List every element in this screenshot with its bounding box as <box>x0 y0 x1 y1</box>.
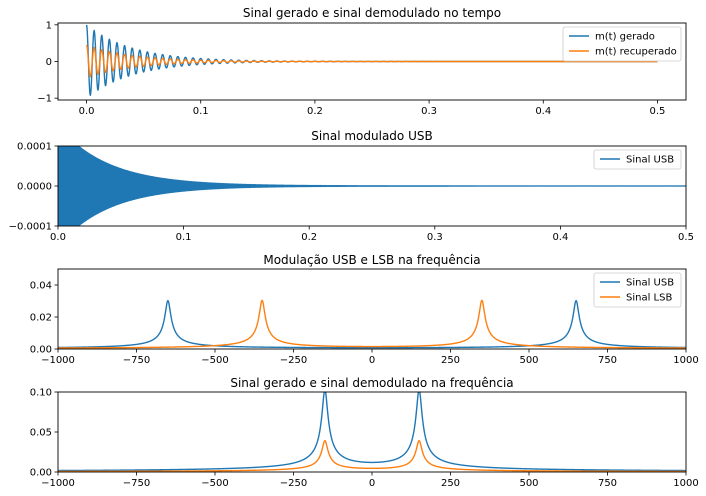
x-tick-label: 0.4 <box>535 106 551 117</box>
panel-demodulated-frequency: Sinal gerado e sinal demodulado na frequ… <box>30 376 699 489</box>
y-tick-label: 0.0000 <box>17 182 52 193</box>
x-tick-label: −750 <box>123 355 150 366</box>
panel-usb-lsb-frequency: Modulação USB e LSB na frequência −1000 −… <box>30 253 699 366</box>
legend-label: m(t) recuperado <box>595 47 677 58</box>
legend-box <box>562 26 682 62</box>
series-line <box>58 146 686 226</box>
x-tick-label: 750 <box>598 478 617 489</box>
y-tick-label: 0 <box>46 57 52 68</box>
chart-title: Sinal gerado e sinal demodulado no tempo <box>243 6 501 20</box>
chart-title: Sinal gerado e sinal demodulado na frequ… <box>230 376 513 390</box>
x-tick-label: 500 <box>519 355 538 366</box>
x-tick-label: 0 <box>369 478 375 489</box>
y-tick-label: 0.0001 <box>17 142 52 153</box>
x-tick-label: −750 <box>123 478 150 489</box>
x-tick-label: 0.5 <box>678 232 694 243</box>
y-tick-label: 0.00 <box>30 345 52 356</box>
panel-usb-modulated: Sinal modulado USB 0.0 0.1 0.2 0.3 0.4 0.5 0.0… <box>9 129 694 243</box>
y-tick-label: 0.02 <box>30 313 52 324</box>
chart-title: Sinal modulado USB <box>311 129 432 143</box>
y-tick-label: 0.04 <box>30 281 52 292</box>
x-tick-label: −500 <box>201 478 228 489</box>
y-tick-label: 1 <box>46 20 52 31</box>
x-tick-label: 0 <box>369 355 375 366</box>
x-tick-label: 500 <box>519 478 538 489</box>
x-tick-label: 0.2 <box>301 232 317 243</box>
x-tick-label: 0.0 <box>79 106 95 117</box>
x-tick-label: −1000 <box>41 355 75 366</box>
x-tick-label: 750 <box>598 355 617 366</box>
panel-time-signals: Sinal gerado e sinal demodulado no tempo… <box>37 6 687 117</box>
x-tick-label: 0.2 <box>307 106 323 117</box>
y-tick-label: −1 <box>37 94 52 105</box>
x-tick-label: −1000 <box>41 478 75 489</box>
x-tick-label: 0.0 <box>50 232 66 243</box>
x-tick-label: −500 <box>201 355 228 366</box>
x-tick-label: 0.1 <box>193 106 209 117</box>
legend-label: Sinal USB <box>626 278 674 289</box>
y-tick-label: 0.10 <box>30 388 52 399</box>
x-tick-label: 0.5 <box>650 106 666 117</box>
legend-label: m(t) gerado <box>595 32 655 43</box>
x-tick-label: 0.1 <box>176 232 192 243</box>
x-tick-label: 250 <box>441 355 460 366</box>
series-line <box>58 439 686 472</box>
series-line <box>58 299 686 349</box>
axes-frame <box>57 268 687 350</box>
legend: m(t) gerado m(t) recuperado <box>562 26 682 62</box>
y-tick-label: 0.05 <box>30 428 52 439</box>
legend-label: Sinal LSB <box>626 293 672 304</box>
x-tick-label: −250 <box>280 478 307 489</box>
x-tick-label: 1000 <box>673 478 698 489</box>
series-line <box>85 44 658 78</box>
x-tick-label: 1000 <box>673 355 698 366</box>
y-tick-label: −0.0001 <box>9 222 52 233</box>
legend-label: Sinal USB <box>626 155 674 166</box>
legend-box <box>593 149 682 170</box>
chart-title: Modulação USB e LSB na frequência <box>263 253 480 267</box>
series-line <box>58 392 686 472</box>
axes-frame <box>57 391 687 473</box>
x-tick-label: 0.3 <box>421 106 437 117</box>
legend: Sinal USB <box>593 149 682 170</box>
series-line <box>58 299 686 349</box>
x-tick-label: 250 <box>441 478 460 489</box>
x-tick-label: 0.4 <box>552 232 568 243</box>
x-tick-label: 0.3 <box>427 232 443 243</box>
legend: Sinal USB Sinal LSB <box>593 272 682 308</box>
y-tick-label: 0.00 <box>30 468 52 479</box>
x-tick-label: −250 <box>280 355 307 366</box>
